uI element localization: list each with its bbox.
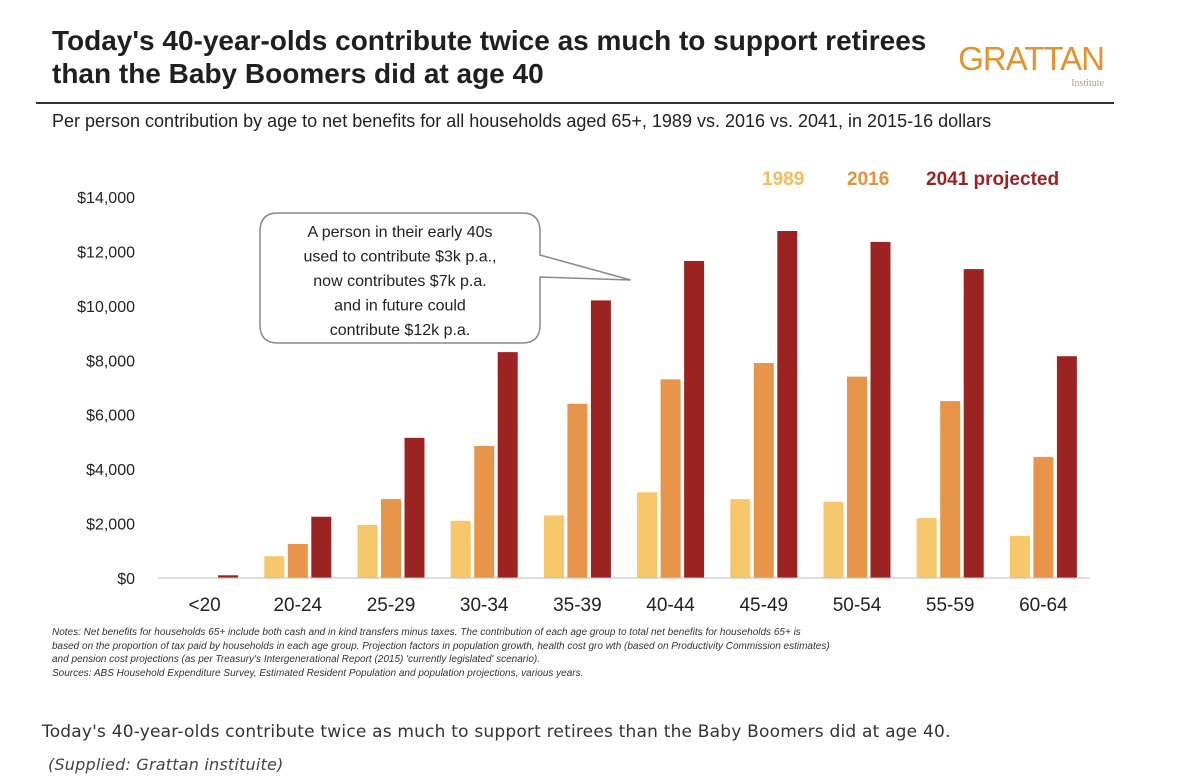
x-category-label: 20-24	[273, 595, 322, 616]
callout-text-line: A person in their early 40s	[308, 224, 493, 241]
image-caption: Today's 40-year-olds contribute twice as…	[42, 722, 951, 742]
legend-item-2041-projected: 2041 projected	[926, 169, 1060, 190]
bar-2016-60-64	[1033, 456, 1054, 578]
x-category-label: 45-49	[739, 595, 788, 616]
bar-2016-55-59	[940, 401, 961, 578]
y-tick-label: $4,000	[86, 462, 135, 479]
bar-2016-30-34	[474, 446, 495, 578]
callout-text-line: and in future could	[334, 298, 466, 315]
title-divider	[36, 102, 1114, 104]
bar-1989-60-64	[1009, 535, 1030, 578]
bar-1989-55-59	[916, 518, 937, 578]
bar-2016-45-49	[753, 363, 774, 578]
grattan-logo: GRATTAN Institute	[958, 40, 1108, 96]
y-tick-label: $2,000	[86, 517, 135, 534]
bar-2041-projected-35-39	[590, 300, 611, 578]
notes-line-3: and pension cost projections (as per Tre…	[52, 654, 541, 665]
bar-2041-projected-50-54	[870, 241, 891, 578]
callout-text-line: contribute $12k p.a.	[330, 322, 471, 339]
bar-2041-projected-55-59	[963, 269, 984, 578]
bar-1989-40-44	[637, 492, 658, 578]
x-category-label: 60-64	[1019, 595, 1068, 616]
legend-item-1989: 1989	[762, 169, 805, 190]
x-category-label: <20	[188, 595, 220, 616]
chart-title: Today's 40-year-olds contribute twice as…	[52, 25, 927, 89]
x-category-label: 35-39	[553, 595, 602, 616]
callout-text-line: now contributes $7k p.a.	[313, 273, 486, 290]
bar-2016-40-44	[660, 379, 681, 578]
bar-1989-25-29	[357, 524, 378, 578]
chart-figure: Today's 40-year-olds contribute twice as…	[36, 25, 1132, 680]
notes-sources: Sources: ABS Household Expenditure Surve…	[52, 667, 584, 679]
bar-2041-projected-60-64	[1056, 356, 1077, 578]
y-tick-label: $6,000	[86, 408, 135, 425]
notes-line-1: Notes: Net benefits for households 65+ i…	[52, 627, 801, 638]
y-tick-label: $8,000	[86, 353, 135, 370]
bar-1989-20-24	[264, 556, 285, 578]
bar-1989-35-39	[543, 515, 564, 578]
y-tick-label: $14,000	[77, 190, 135, 207]
callout-text-line: used to contribute $3k p.a.,	[303, 249, 496, 266]
x-category-label: 30-34	[460, 595, 509, 616]
logo-subtext: Institute	[1071, 78, 1104, 89]
image-credit: (Supplied: Grattan instituite)	[48, 755, 284, 774]
bar-2041-projected-25-29	[404, 437, 425, 578]
bar-chart: $0 $2,000 $4,000 $6,000 $8,000 $10,000 $12,000…	[77, 190, 1090, 616]
bar-2041-projected-45-49	[777, 231, 798, 578]
bar-2016-35-39	[567, 403, 588, 578]
x-category-label: 55-59	[926, 595, 975, 616]
notes-line-2: based on the proportion of tax paid by h…	[52, 640, 830, 652]
bar-2016-25-29	[381, 499, 401, 578]
legend-item-2016: 2016	[847, 169, 890, 190]
callout-bubble	[259, 212, 631, 344]
chart-notes: Notes: Net benefits for households 65+ i…	[52, 626, 1132, 680]
y-tick-label: $0	[117, 571, 135, 588]
bar-1989-30-34	[450, 520, 471, 578]
bar-2041-projected-<20	[218, 575, 239, 578]
x-category-label: 40-44	[646, 595, 695, 616]
bar-2041-projected-30-34	[497, 352, 518, 578]
bar-2016-50-54	[847, 376, 867, 578]
bar-1989-50-54	[823, 501, 844, 578]
x-category-label: 25-29	[367, 595, 416, 616]
bar-2041-projected-20-24	[311, 516, 332, 578]
logo-wordmark: GRATTAN	[958, 40, 1105, 77]
bar-2016-20-24	[287, 543, 308, 578]
bar-1989-45-49	[730, 499, 751, 578]
y-tick-label: $10,000	[77, 299, 135, 316]
chart-subtitle: Per person contribution by age to net be…	[52, 111, 992, 131]
bar-2041-projected-40-44	[684, 260, 705, 578]
y-tick-label: $12,000	[77, 244, 135, 261]
x-category-label: 50-54	[833, 595, 882, 616]
